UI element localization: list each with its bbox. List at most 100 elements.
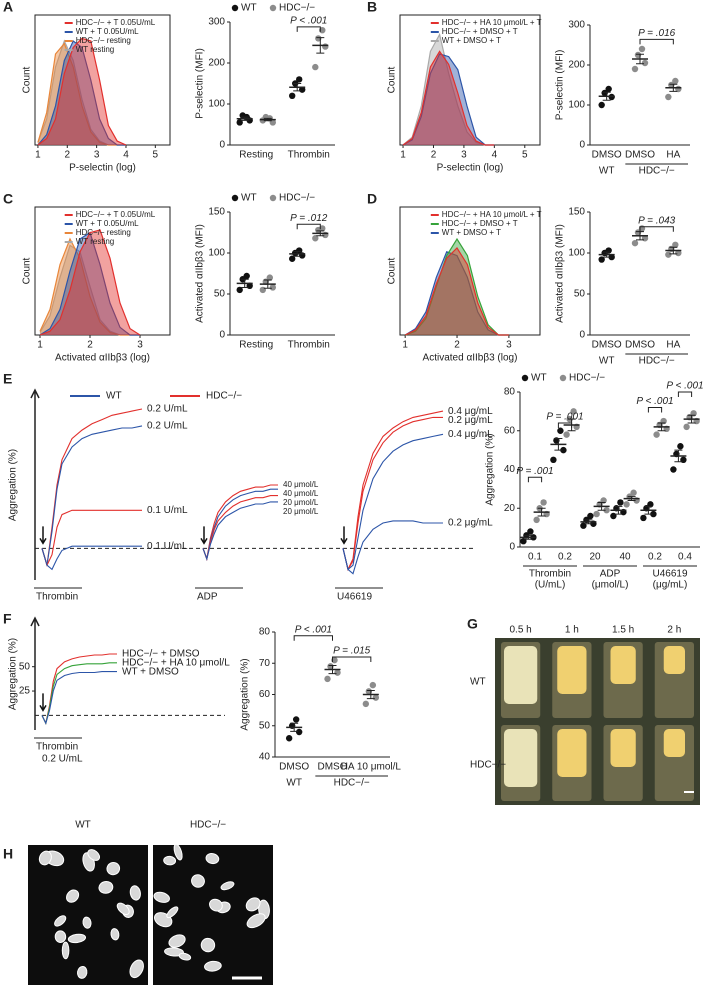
x-tick-label: 1 — [37, 340, 43, 351]
data-point — [289, 92, 296, 100]
data-point — [593, 510, 600, 518]
legend-label: WT — [241, 193, 257, 204]
platelet — [209, 898, 223, 912]
clot — [663, 646, 685, 674]
y-axis-label: P-selectin (MFI) — [195, 48, 206, 119]
aggregation-trace — [41, 671, 117, 725]
data-point — [672, 241, 679, 248]
data-point — [312, 235, 319, 242]
legend-label: WT + DMSO + T — [442, 36, 501, 45]
platelet — [61, 941, 70, 960]
trace-label: HDC−/− + HA 10 μmol/L — [122, 658, 230, 669]
histogram-line — [37, 42, 126, 146]
trace-label: 20 μmol/L — [283, 498, 319, 507]
y-axis-label: Count — [387, 66, 398, 93]
x-tick-label: 0.4 — [678, 552, 692, 563]
p-value: P = .001 — [516, 466, 553, 477]
panel-label: F — [3, 611, 12, 627]
column-label: 1 h — [565, 625, 579, 636]
trace-label: 0.2 U/mL — [147, 421, 188, 432]
clot — [663, 729, 685, 757]
x-tick-label: 3 — [94, 150, 100, 161]
panel-label: A — [3, 0, 13, 15]
agonist-label: ADP — [197, 592, 218, 603]
y-tick-label: 100 — [568, 248, 585, 259]
sem-bar — [597, 501, 606, 511]
y-tick-label: 80 — [504, 387, 516, 398]
data-point — [285, 735, 293, 742]
legend-label: HDC−/− resting — [76, 228, 131, 237]
sem-bar — [669, 246, 678, 255]
y-axis-label: Count — [387, 257, 398, 284]
sem-bar — [687, 414, 696, 424]
x-tick-label: DMSO — [625, 150, 655, 161]
x-axis-label: P-selectin (log) — [437, 163, 504, 174]
sem-bar — [293, 250, 302, 257]
sem-bar — [316, 37, 325, 54]
legend-label: WT + T 0.05U/mL — [76, 219, 139, 228]
y-axis-label: Aggregation (%) — [8, 449, 19, 521]
platelet — [67, 933, 87, 944]
x-tick-label: Resting — [239, 150, 273, 161]
significance-bracket — [332, 656, 372, 662]
platelet — [220, 881, 235, 891]
data-point — [312, 63, 319, 71]
data-point — [608, 253, 615, 261]
group-label: (U/mL) — [535, 580, 566, 591]
area-fill — [40, 230, 140, 335]
trace-label: 20 μmol/L — [283, 507, 319, 516]
histogram-line — [404, 247, 509, 336]
x-tick-label: 5 — [153, 150, 159, 161]
x-tick-label: 2 — [454, 340, 460, 351]
data-point — [372, 694, 380, 701]
sem-bar — [328, 664, 337, 675]
x-tick-label: 2 — [87, 340, 93, 351]
group-label: HDC−/− — [639, 166, 675, 177]
y-tick-label: 300 — [568, 20, 585, 31]
legend-marker — [231, 4, 239, 12]
aggregation-trace — [202, 488, 278, 561]
y-axis-label: Activated αIIbβ3 (MFI) — [555, 224, 566, 323]
y-tick-label: 20 — [504, 503, 516, 514]
y-tick-label: 100 — [208, 99, 225, 110]
sem-bar — [614, 505, 623, 515]
legend-label: WT resting — [76, 237, 115, 246]
data-point — [631, 239, 639, 247]
data-point — [640, 514, 647, 522]
area-fill — [40, 232, 140, 335]
trace-label: 0.4 μg/mL — [448, 429, 493, 440]
legend-label: HDC−/− + T 0.05U/mL — [76, 18, 156, 27]
x-tick-label: 2 — [431, 150, 437, 161]
data-point — [670, 466, 677, 473]
data-point — [243, 272, 250, 280]
y-tick-label: 70 — [259, 658, 271, 669]
panel-caption: HDC−/− — [190, 820, 226, 831]
platelet — [54, 930, 67, 943]
platelet — [82, 916, 92, 929]
platelet — [163, 855, 177, 866]
x-tick-label: DMSO — [592, 150, 622, 161]
legend-label: HDC−/− — [279, 193, 315, 204]
p-value: P = .016 — [638, 28, 676, 39]
x-tick-label: 3 — [137, 340, 143, 351]
y-tick-label: 0 — [219, 140, 225, 151]
panel-label: H — [3, 846, 13, 862]
platelet — [87, 849, 101, 861]
y-axis-label: Aggregation (%) — [485, 433, 496, 505]
clot — [504, 729, 538, 787]
significance-bracket — [527, 476, 543, 483]
x-tick-label: 4 — [492, 150, 498, 161]
aggregation-trace — [41, 509, 142, 567]
x-tick-label: HA — [666, 150, 680, 161]
data-point — [598, 256, 605, 263]
x-axis-label: Activated αIIbβ3 (log) — [423, 353, 518, 364]
data-point — [557, 427, 564, 434]
histogram-line — [39, 237, 140, 336]
y-tick-label: 0 — [509, 542, 515, 553]
data-point — [369, 681, 377, 689]
platelet — [166, 906, 179, 919]
p-value: P = .012 — [290, 213, 328, 224]
histogram-line — [39, 229, 141, 336]
data-point — [269, 284, 276, 291]
legend-label: WT + DMSO + T — [442, 228, 501, 237]
